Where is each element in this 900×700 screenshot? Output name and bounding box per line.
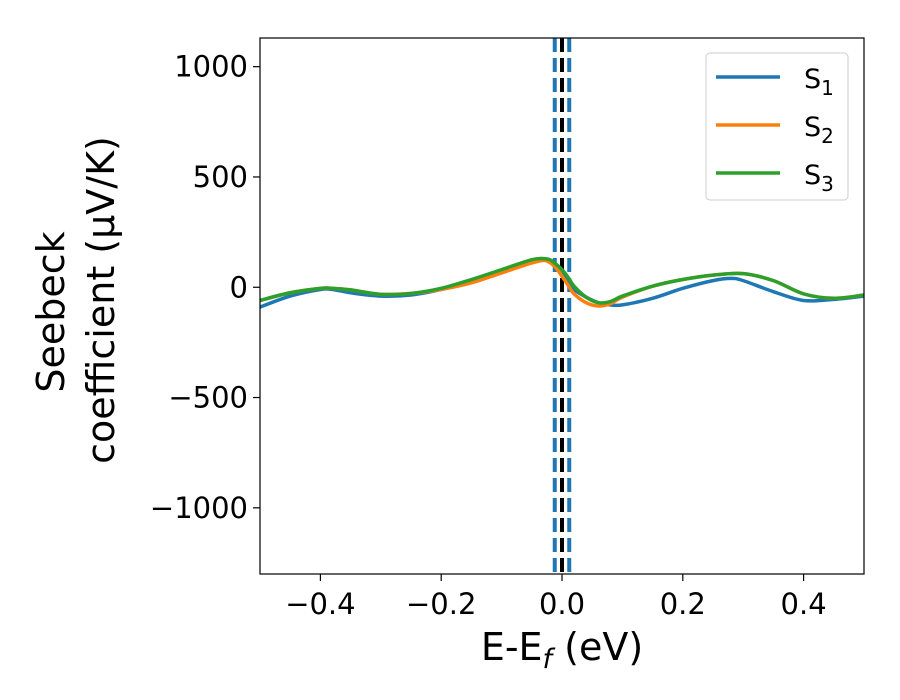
legend-label-s1: S1: [804, 64, 834, 100]
legend-label-s3: S3: [804, 160, 834, 196]
x-axis-label-main: E-E: [481, 625, 543, 669]
y-axis-label-line1: Seebeck: [29, 231, 73, 392]
series-line-s1: [260, 257, 864, 309]
y-tick-label: −500: [168, 381, 248, 415]
plot-content: [260, 38, 864, 574]
x-axis-label: E-Ef (eV): [481, 625, 643, 675]
x-tick-label: 0.0: [539, 587, 585, 621]
x-axis-label-tail: (eV): [552, 625, 643, 669]
y-tick-label: −1000: [150, 491, 248, 525]
x-tick-label: −0.2: [406, 587, 476, 621]
y-tick-label: 0: [230, 270, 248, 304]
series-line-s3: [260, 256, 864, 305]
legend: S1 S2 S3: [705, 52, 849, 201]
y-axis-label-line2: coefficient (μV/K): [79, 136, 123, 464]
x-tick-label: 0.4: [781, 587, 827, 621]
x-tick-label: 0.2: [660, 587, 706, 621]
y-tick-label: 500: [193, 160, 248, 194]
legend-label-s2: S2: [804, 112, 834, 148]
axis-ticks: −0.4 −0.2 0.0 0.2 0.4 1000 500 0 −500 −1000: [150, 50, 827, 621]
y-tick-label: 1000: [174, 50, 248, 84]
x-tick-label: −0.4: [285, 587, 355, 621]
